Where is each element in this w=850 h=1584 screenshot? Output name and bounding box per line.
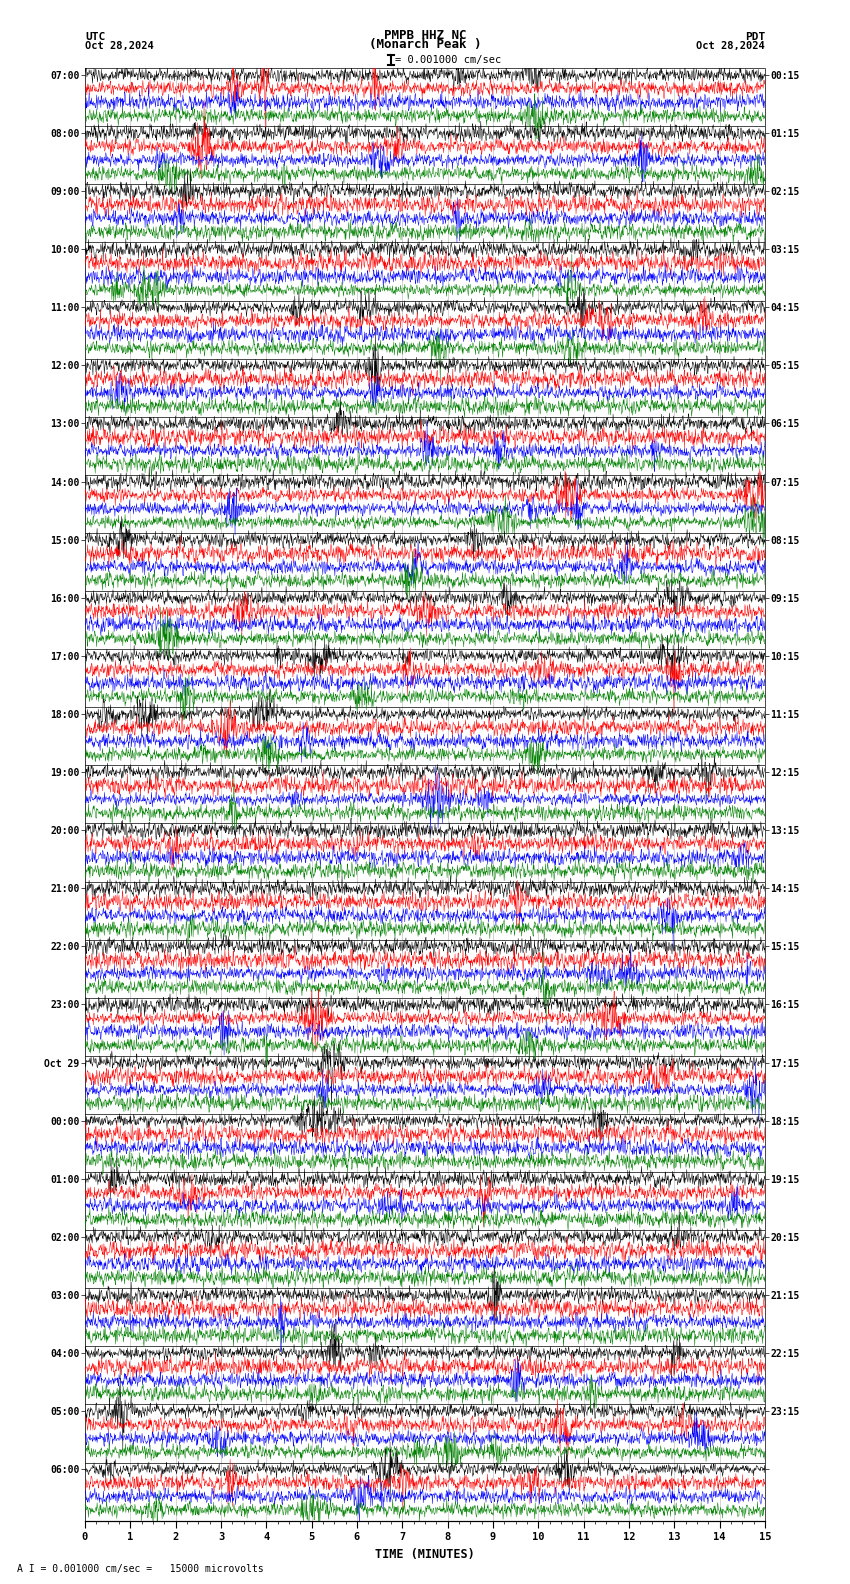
Text: PMPB HHZ NC: PMPB HHZ NC <box>383 29 467 41</box>
Text: UTC: UTC <box>85 32 105 41</box>
Text: Oct 28,2024: Oct 28,2024 <box>85 41 154 51</box>
Text: = 0.001000 cm/sec: = 0.001000 cm/sec <box>395 55 501 65</box>
Text: PDT: PDT <box>745 32 765 41</box>
Text: A I = 0.001000 cm/sec =   15000 microvolts: A I = 0.001000 cm/sec = 15000 microvolts <box>17 1565 264 1574</box>
Text: Oct 28,2024: Oct 28,2024 <box>696 41 765 51</box>
Text: (Monarch Peak ): (Monarch Peak ) <box>369 38 481 51</box>
X-axis label: TIME (MINUTES): TIME (MINUTES) <box>375 1548 475 1560</box>
